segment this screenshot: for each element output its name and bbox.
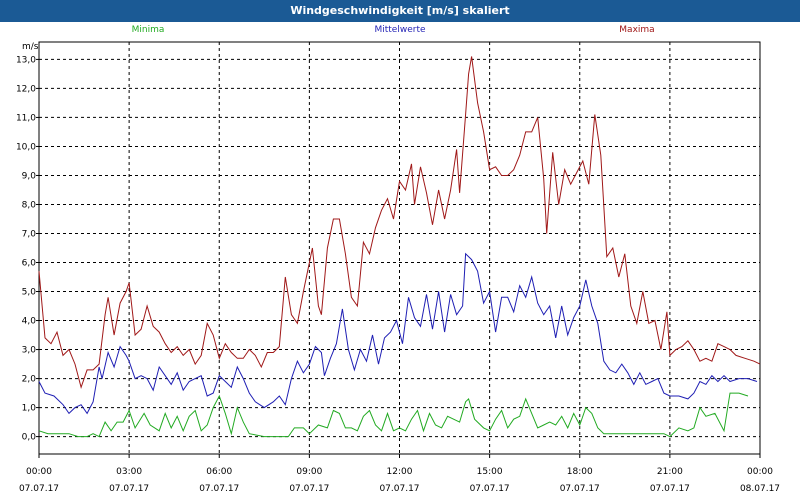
wind-speed-chart: 0,0 1,0 2,0 3,0 4,0 5,0 6,0 7,0 8,0 9,0 10,0 11,0 12… <box>16 25 780 494</box>
x-tick-date: 07.07.17 <box>109 484 149 494</box>
x-tick-time: 06:00 <box>206 467 232 477</box>
grid-lines <box>39 42 760 454</box>
y-tick-label: 2,0 <box>22 375 37 385</box>
y-tick-label: 7,0 <box>22 229 37 239</box>
y-tick-label: 11,0 <box>16 113 36 123</box>
x-tick-date: 07.07.17 <box>19 484 59 494</box>
x-tick-time: 21:00 <box>657 467 683 477</box>
x-tick-date: 07.07.17 <box>289 484 329 494</box>
x-tick-time: 00:00 <box>26 467 52 477</box>
x-tick-time: 18:00 <box>567 467 593 477</box>
y-axis: 0,0 1,0 2,0 3,0 4,0 5,0 6,0 7,0 8,0 9,0 10,0 11,0 12… <box>16 55 39 443</box>
x-tick-date: 07.07.17 <box>379 484 419 494</box>
x-tick-date: 08.07.17 <box>740 484 780 494</box>
y-tick-label: 13,0 <box>16 55 36 65</box>
chart-title: Windgeschwindigkeit [m/s] skaliert <box>0 0 800 22</box>
y-tick-label: 5,0 <box>22 288 37 298</box>
series-line-minima <box>38 392 749 438</box>
y-tick-label: 9,0 <box>22 171 37 181</box>
x-tick-time: 15:00 <box>477 467 503 477</box>
y-tick-label: 10,0 <box>16 142 36 152</box>
y-tick-label: 1,0 <box>22 404 37 414</box>
series-lines <box>38 56 761 438</box>
x-tick-time: 12:00 <box>387 467 413 477</box>
x-tick-time: 00:00 <box>747 467 773 477</box>
x-axis: 00:00 07.07.17 03:00 07.07.17 06:00 07.07.17 0… <box>19 454 780 494</box>
x-tick-time: 03:00 <box>116 467 142 477</box>
x-tick-date: 07.07.17 <box>470 484 510 494</box>
y-tick-label: 3,0 <box>22 346 37 356</box>
y-tick-label: 6,0 <box>22 259 37 269</box>
y-tick-label: 0,0 <box>22 433 37 443</box>
series-line-maxima <box>38 56 761 390</box>
legend: Minima Mittelwerte Maxima <box>132 25 655 35</box>
y-tick-label: 8,0 <box>22 200 37 210</box>
legend-entry-maxima: Maxima <box>619 25 654 35</box>
x-tick-date: 07.07.17 <box>199 484 239 494</box>
y-axis-label: m/s <box>22 42 39 52</box>
y-tick-label: 12,0 <box>16 84 36 94</box>
x-tick-date: 07.07.17 <box>650 484 690 494</box>
legend-entry-minima: Minima <box>132 25 165 35</box>
y-tick-label: 4,0 <box>22 317 37 327</box>
series-line-mittelwerte <box>38 252 758 415</box>
x-tick-time: 09:00 <box>296 467 322 477</box>
legend-entry-mittelwerte: Mittelwerte <box>374 25 425 35</box>
x-tick-date: 07.07.17 <box>560 484 600 494</box>
